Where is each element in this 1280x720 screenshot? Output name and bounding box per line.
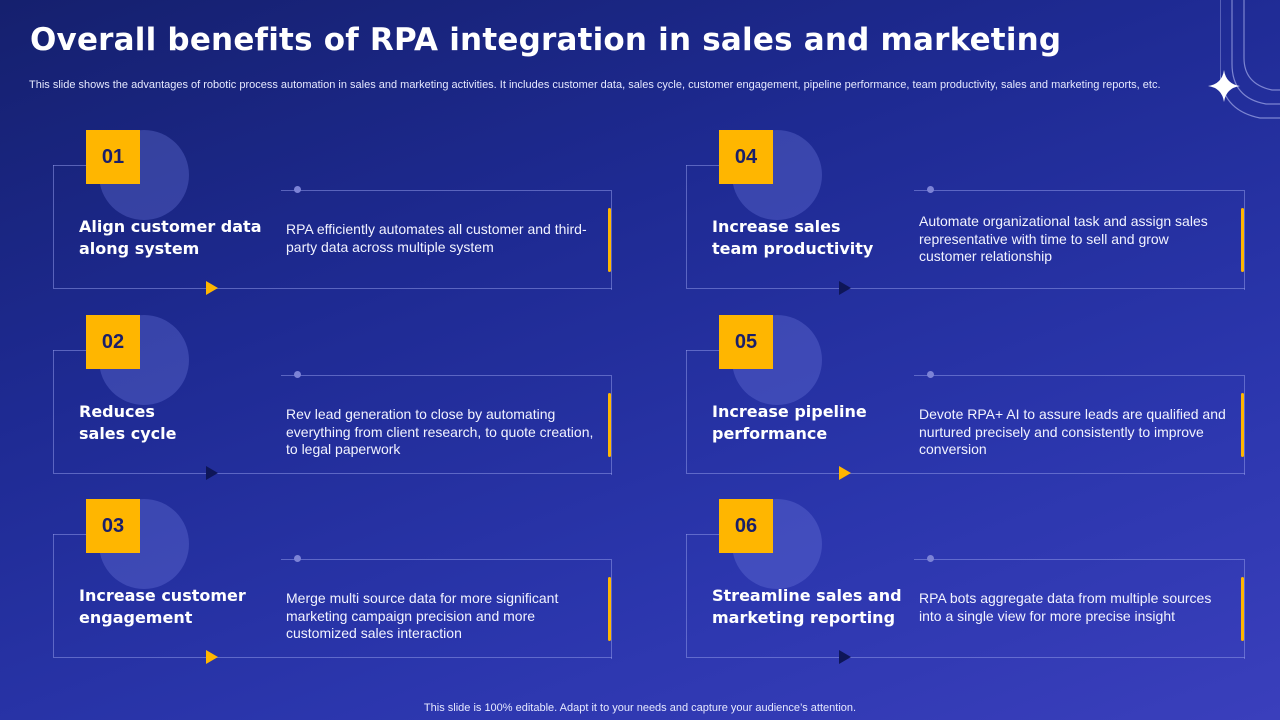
card-frame-top: [53, 534, 86, 535]
decorative-arcs: [1220, 0, 1280, 119]
benefit-number: 02: [86, 315, 140, 369]
benefit-number: 06: [719, 499, 773, 553]
arrow-right-icon: [206, 650, 218, 664]
benefit-number: 05: [719, 315, 773, 369]
card-frame: [686, 534, 1245, 658]
benefit-title: Increase customer engagement: [79, 586, 246, 627]
benefit-title: Streamline sales and marketing reporting: [712, 586, 902, 627]
accent-bar: [1241, 393, 1244, 457]
accent-bar: [608, 208, 611, 272]
card-frame-top: [686, 165, 719, 166]
benefit-title: Increase sales team productivity: [712, 217, 874, 258]
card-inner-frame: [914, 559, 1245, 659]
benefit-card-05: 05 Increase pipeline performance Devote …: [686, 315, 1246, 505]
connector-dot: [294, 371, 301, 378]
benefit-description: RPA efficiently automates all customer a…: [286, 221, 587, 255]
benefit-card-06: 06 Streamline sales and marketing report…: [686, 499, 1246, 689]
accent-bar: [608, 577, 611, 641]
card-frame-top: [686, 534, 719, 535]
arrow-right-icon: [206, 281, 218, 295]
benefit-title: Align customer data along system: [79, 217, 262, 258]
connector-dot: [294, 555, 301, 562]
card-frame: [53, 534, 612, 658]
benefit-title: Increase pipeline performance: [712, 402, 867, 443]
arrow-right-icon: [839, 466, 851, 480]
accent-bar: [1241, 577, 1244, 641]
card-inner-frame: [914, 190, 1245, 290]
card-frame: [686, 350, 1245, 474]
card-inner-frame: [914, 375, 1245, 475]
benefit-card-03: 03 Increase customer engagement Merge mu…: [53, 499, 613, 689]
accent-bar: [1241, 208, 1244, 272]
sparkle-icon: [1208, 70, 1240, 102]
connector-dot: [927, 555, 934, 562]
connector-dot: [294, 186, 301, 193]
card-frame: [53, 350, 612, 474]
card-frame: [686, 165, 1245, 289]
benefit-description: Devote RPA+ AI to assure leads are quali…: [919, 406, 1226, 457]
benefit-number: 03: [86, 499, 140, 553]
page-subtitle: This slide shows the advantages of robot…: [29, 79, 1161, 91]
card-frame-top: [53, 165, 86, 166]
card-inner-frame: [281, 559, 612, 659]
card-inner-frame: [281, 375, 612, 475]
arrow-right-icon: [206, 466, 218, 480]
arrow-right-icon: [839, 650, 851, 664]
benefit-description: Automate organizational task and assign …: [919, 213, 1208, 264]
benefit-description: RPA bots aggregate data from multiple so…: [919, 590, 1212, 624]
benefit-description: Merge multi source data for more signifi…: [286, 590, 559, 641]
connector-dot: [927, 186, 934, 193]
connector-dot: [927, 371, 934, 378]
benefit-description: Rev lead generation to close by automati…: [286, 406, 594, 457]
card-frame: [53, 165, 612, 289]
benefit-number: 01: [86, 130, 140, 184]
benefit-card-04: 04 Increase sales team productivity Auto…: [686, 130, 1246, 320]
benefit-number: 04: [719, 130, 773, 184]
card-frame-top: [53, 350, 86, 351]
card-frame-top: [686, 350, 719, 351]
benefit-card-01: 01 Align customer data along system RPA …: [53, 130, 613, 320]
card-inner-frame: [281, 190, 612, 290]
footer-note: This slide is 100% editable. Adapt it to…: [423, 702, 857, 714]
benefit-card-02: 02 Reduces sales cycle Rev lead generati…: [53, 315, 613, 505]
benefit-title: Reduces sales cycle: [79, 402, 177, 443]
arrow-right-icon: [839, 281, 851, 295]
accent-bar: [608, 393, 611, 457]
page-title: Overall benefits of RPA integration in s…: [30, 22, 1062, 58]
